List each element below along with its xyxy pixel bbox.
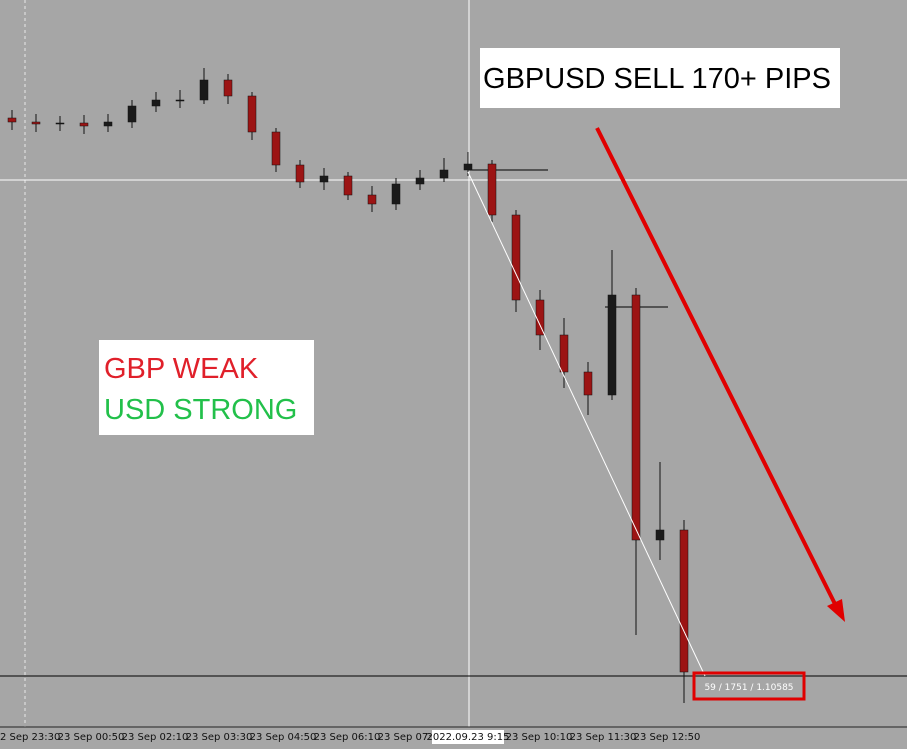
title-box xyxy=(480,48,840,108)
arrow-head xyxy=(827,599,845,622)
candle-body xyxy=(7,117,17,123)
candle-body xyxy=(439,169,449,179)
candle-body xyxy=(319,175,329,183)
candles xyxy=(7,68,689,703)
candle-body xyxy=(55,122,65,125)
candle-body xyxy=(559,334,569,373)
candle-body xyxy=(79,122,89,127)
candle-body xyxy=(247,95,257,133)
chart-title: GBPUSD SELL 170+ PIPS xyxy=(483,63,831,95)
x-tick-label: 23 Sep 12:50 xyxy=(634,732,701,743)
x-tick-label: 23 Sep 03:30 xyxy=(186,732,253,743)
candle-body xyxy=(127,105,137,123)
trend-line xyxy=(467,171,706,677)
candle-body xyxy=(583,371,593,396)
candle-body xyxy=(463,163,473,171)
crosshair-label: 59 / 1751 / 1.10585 xyxy=(704,683,793,693)
candle-body xyxy=(343,175,353,196)
x-tick-label: 23 Sep 02:10 xyxy=(122,732,189,743)
x-tick-label: 23 Sep 04:50 xyxy=(250,732,317,743)
x-tick-label: 23 Sep 11:30 xyxy=(570,732,637,743)
candle-body xyxy=(199,79,209,101)
candle-body xyxy=(151,99,161,107)
candle-body xyxy=(655,529,665,541)
candle-body xyxy=(175,99,185,102)
x-tick-label: 22 Sep 23:30 xyxy=(0,732,60,743)
candle-body xyxy=(535,299,545,336)
candle-body xyxy=(391,183,401,205)
annotation: GBP WEAK xyxy=(104,353,259,385)
crosshair-time: 2022.09.23 9:15 xyxy=(427,732,510,743)
crosshair-time-box xyxy=(432,730,504,744)
candle-body xyxy=(103,121,113,127)
candle-body xyxy=(487,163,497,216)
x-tick-label: 23 Sep 00:50 xyxy=(58,732,125,743)
candle-body xyxy=(31,121,41,125)
highlight-box xyxy=(692,671,806,701)
x-tick-label: 23 Sep 07:30 xyxy=(378,732,445,743)
annotation-box xyxy=(99,340,314,435)
candle-body xyxy=(679,529,689,673)
x-tick-label: 23 Sep 06:10 xyxy=(314,732,381,743)
candle-body xyxy=(271,131,281,166)
candle-body xyxy=(223,79,233,97)
candle-body xyxy=(607,294,617,396)
candle-body xyxy=(415,177,425,185)
candle-body xyxy=(511,214,521,301)
annotation: USD STRONG xyxy=(104,394,297,426)
candle-body xyxy=(367,194,377,205)
candle-body xyxy=(295,164,305,183)
candle-body xyxy=(631,294,641,541)
arrow-shaft xyxy=(595,127,838,607)
x-tick-label: 23 Sep 10:10 xyxy=(506,732,573,743)
